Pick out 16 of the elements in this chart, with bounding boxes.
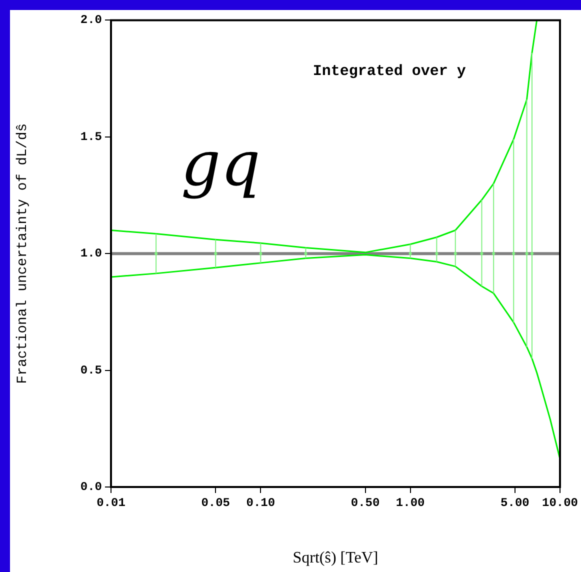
x-tick-label: 0.10 [246,496,276,510]
x-axis-title: Sqrt(ŝ) [TeV] [292,550,378,567]
annotation: gq [181,127,260,200]
x-tick-label: 1.00 [396,496,425,510]
y-tick-label: 2.0 [80,13,102,28]
x-tick-label: 10.00 [542,496,578,510]
y-tick-label: 0.5 [80,363,102,378]
y-tick-label: 0.0 [80,480,102,494]
y-axis-title: Fractional uncertainty of dL/dŝ [15,123,32,384]
x-tick-label: 0.50 [350,496,380,510]
y-tick-label: 1.5 [80,130,102,144]
x-tick-label: 0.01 [96,496,126,510]
y-tick-label: 1.0 [80,246,102,261]
x-tick-label: 5.00 [500,496,530,510]
x-tick-label: 0.05 [201,496,230,510]
annotation: Integrated over y [312,63,466,80]
